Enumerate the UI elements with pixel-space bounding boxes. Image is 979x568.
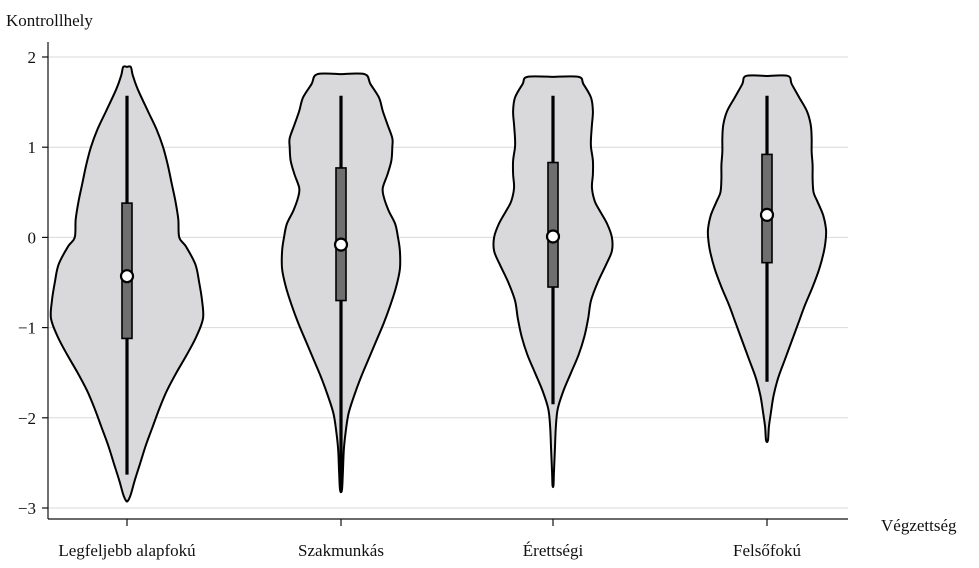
x-axis-label: Végzettség <box>881 516 957 535</box>
violin-median-marker <box>759 207 775 222</box>
x-tick-label: Legfeljebb alapfokú <box>58 541 196 560</box>
violin-iqr-box <box>335 167 347 302</box>
y-tick-label: 0 <box>28 228 37 247</box>
violin-group <box>706 74 828 444</box>
violin-group <box>492 75 614 489</box>
y-ticks: 2 1 0 −1 −2 −3 <box>18 48 48 518</box>
axes <box>47 42 848 520</box>
x-tick-label: Felsőfokú <box>733 541 802 560</box>
x-ticks: Legfeljebb alapfokú Szakmunkás Érettségi Fe… <box>58 519 802 560</box>
x-tick-label: Szakmunkás <box>298 541 384 560</box>
violin-group <box>49 65 205 503</box>
y-tick-label: −3 <box>18 499 36 518</box>
violin-median-marker <box>119 269 135 284</box>
x-tick-label: Érettségi <box>523 541 584 560</box>
violin-group <box>280 72 402 494</box>
violin-iqr-box <box>547 161 559 288</box>
y-axis-label: Kontrollhely <box>6 11 93 30</box>
y-tick-label: −1 <box>18 319 36 338</box>
violin-plots <box>49 65 828 503</box>
violin-median-marker <box>545 229 561 244</box>
y-tick-label: 1 <box>28 138 37 157</box>
y-tick-label: 2 <box>28 48 37 67</box>
violin-median-marker <box>333 237 349 252</box>
y-tick-label: −2 <box>18 409 36 428</box>
